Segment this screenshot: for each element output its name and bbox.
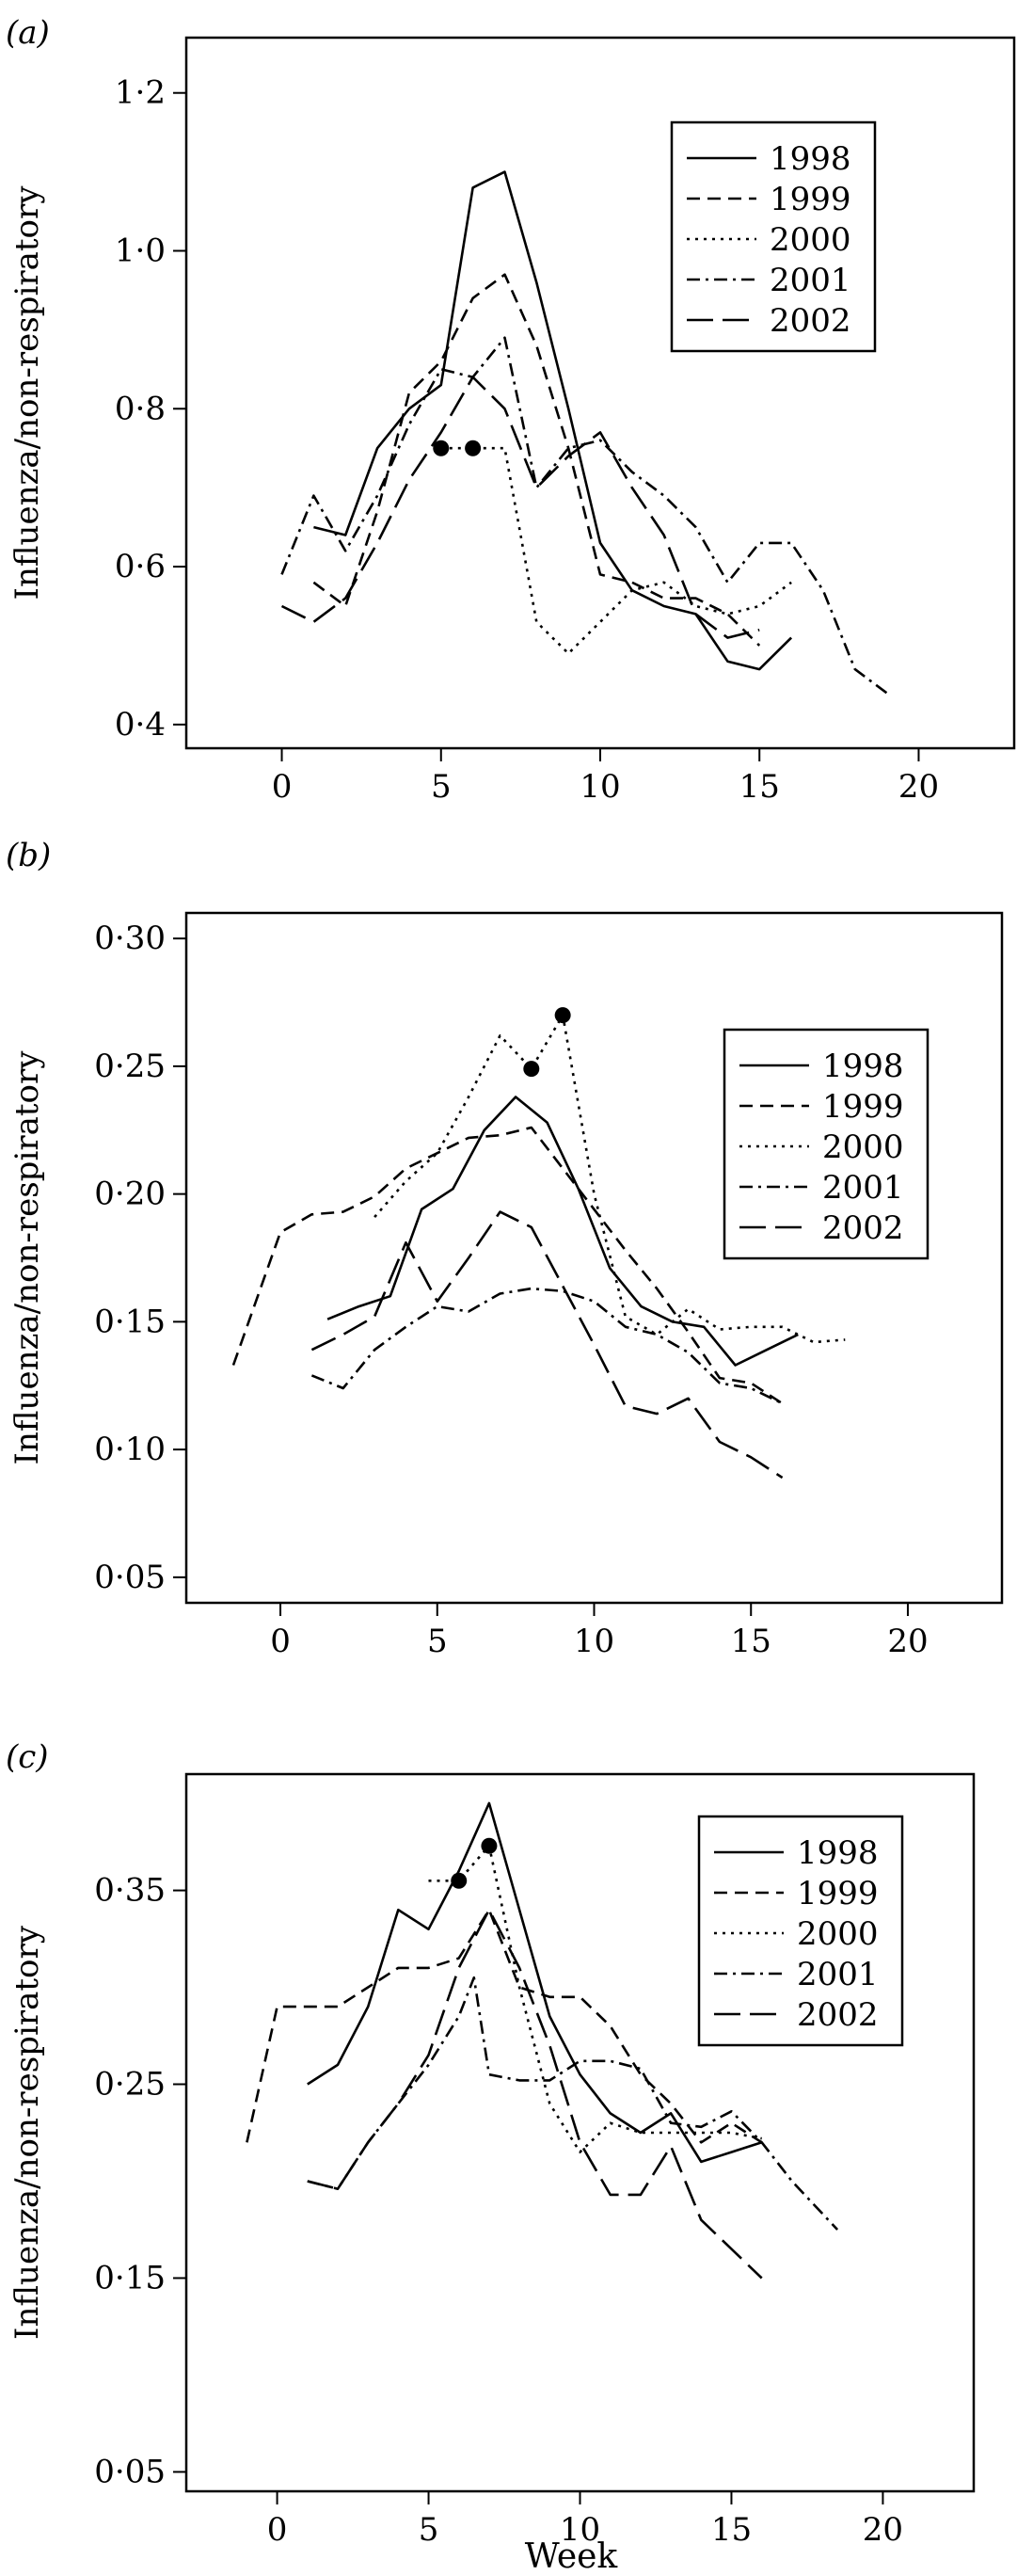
y-tick-label: 0·20 — [94, 1176, 166, 1213]
y-tick-label: 1·2 — [115, 74, 166, 112]
panel-letter-c: (c) — [6, 1738, 49, 1776]
x-tick-label: 5 — [431, 768, 452, 806]
y-tick-label: 0·4 — [115, 706, 166, 744]
y-tick-label: 0·10 — [94, 1431, 166, 1468]
x-tick-label: 15 — [739, 768, 780, 806]
legend-box — [670, 120, 877, 353]
y-tick-label: 0·25 — [94, 1048, 166, 1085]
series-line-2000 — [440, 446, 792, 655]
x-tick-label: 5 — [427, 1623, 448, 1660]
legend-entry-2001: 2001 — [770, 262, 851, 299]
x-tick-label: 20 — [898, 768, 939, 806]
series-line-1999 — [246, 1908, 763, 2144]
data-point-marker — [465, 440, 482, 456]
panel-b: (b) 0·05 0·10 0·15 0·20 0·25 0·30 0 5 10 15 20 Infl… — [6, 837, 1004, 1660]
legend-entry-2002: 2002 — [822, 1209, 904, 1247]
y-axis-label: Influenza/non-respiratory — [8, 1925, 46, 2340]
x-tick-label: 15 — [731, 1623, 771, 1660]
y-tick-label: 0·25 — [94, 2066, 166, 2104]
x-tick-label: 0 — [267, 2511, 288, 2549]
legend-box — [723, 1028, 930, 1260]
x-tick-label: 20 — [863, 2511, 903, 2549]
x-axis-label: Week — [525, 2537, 619, 2576]
series-line-2001 — [307, 1976, 839, 2231]
x-tick-label: 10 — [560, 2511, 600, 2549]
legend-entry-2002: 2002 — [770, 302, 851, 340]
series-line-2002 — [307, 1908, 763, 2280]
legend-entry-1998: 1998 — [770, 140, 851, 178]
legend-entry-2001: 2001 — [822, 1169, 904, 1207]
data-point-marker — [554, 1007, 571, 1024]
x-tick-label: 0 — [272, 768, 293, 806]
panel-c: (c) 0·05 0·15 0·25 0·35 0 5 10 15 20 Influenza/no… — [6, 1738, 976, 2549]
y-tick-label: 0·30 — [94, 920, 166, 957]
series-line-1998 — [326, 1096, 799, 1367]
y-tick-label: 0·05 — [94, 2453, 166, 2490]
x-tick-label: 20 — [887, 1623, 928, 1660]
y-tick-label: 0·15 — [94, 1303, 166, 1340]
panel-letter-a: (a) — [6, 14, 50, 52]
legend-entry-1999: 1999 — [770, 181, 851, 218]
data-point-marker — [481, 1837, 498, 1854]
x-tick-label: 10 — [574, 1623, 614, 1660]
x-tick-label: 15 — [711, 2511, 752, 2549]
legend-entry-2000: 2000 — [822, 1128, 904, 1166]
legend-entry-1999: 1999 — [822, 1088, 904, 1126]
data-point-marker — [451, 1872, 468, 1889]
x-tick-label: 10 — [580, 768, 620, 806]
series-line-2002 — [280, 376, 760, 639]
x-tick-label: 5 — [419, 2511, 439, 2549]
legend-entry-2000: 2000 — [770, 221, 851, 259]
x-tick-label: 0 — [270, 1623, 291, 1660]
y-tick-label: 1·0 — [115, 232, 166, 270]
data-point-marker — [433, 440, 450, 456]
y-tick-label: 0·8 — [115, 390, 166, 427]
y-axis-label: Influenza/non-respiratory — [8, 1050, 46, 1465]
y-tick-label: 0·15 — [94, 2259, 166, 2296]
legend-entry-1998: 1998 — [822, 1048, 904, 1085]
series-line-1998 — [307, 1801, 763, 2164]
series-line-2001 — [310, 1287, 784, 1405]
panel-a: (a) 0·4 0·6 0·8 1·0 1·2 0 5 10 15 20 Influenza/non… — [6, 14, 1016, 806]
legend-box — [697, 1815, 904, 2047]
data-point-marker — [523, 1061, 540, 1078]
legend-entry-2001: 2001 — [797, 1956, 879, 1993]
series-line-2002 — [310, 1210, 784, 1480]
y-tick-label: 0·6 — [115, 548, 166, 585]
legend-entry-1999: 1999 — [797, 1875, 879, 1912]
y-tick-label: 0·05 — [94, 1559, 166, 1596]
legend-entry-2000: 2000 — [797, 1915, 879, 1953]
legend-entry-1998: 1998 — [797, 1834, 879, 1872]
plot-frame — [184, 36, 1016, 750]
series-line-1998 — [313, 170, 793, 671]
y-tick-label: 0·35 — [94, 1872, 166, 1910]
legend-entry-2002: 2002 — [797, 1996, 879, 2034]
series-line-1999 — [231, 1126, 784, 1405]
panel-letter-b: (b) — [6, 837, 51, 874]
y-axis-label: Influenza/non-respiratory — [8, 185, 46, 600]
